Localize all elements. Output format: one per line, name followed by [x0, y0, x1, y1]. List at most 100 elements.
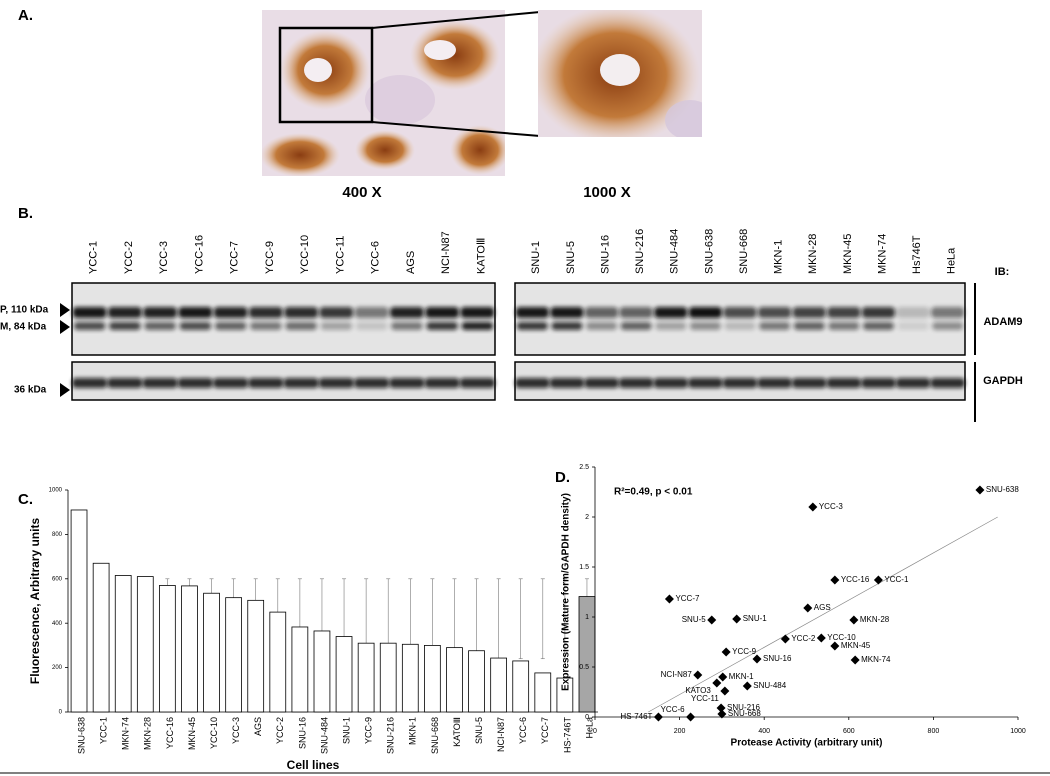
point-label: MKN-28: [860, 615, 890, 624]
x-tick-label: SNU-16: [297, 717, 307, 749]
band: [724, 322, 756, 330]
bar: [92, 562, 110, 713]
bar: [357, 642, 375, 713]
band: [688, 378, 723, 388]
band: [107, 378, 143, 388]
lane-label: SNU-484: [669, 229, 681, 274]
point-label: AGS: [814, 603, 831, 612]
x-tick-label: YCC-7: [540, 717, 550, 744]
x-axis-label: Cell lines: [287, 758, 340, 772]
band: [213, 307, 248, 318]
point: [707, 615, 717, 625]
bar: [203, 592, 220, 713]
y-tick-label: 0: [585, 714, 589, 721]
band: [585, 322, 618, 330]
micrograph-400x: [262, 10, 505, 176]
lane-label: YCC-9: [264, 241, 276, 274]
ib-label: IB:: [995, 266, 1010, 278]
bar: [490, 657, 507, 713]
lane-label: SNU-638: [703, 229, 715, 274]
lane-label: Hs746T: [911, 235, 923, 274]
point: [653, 712, 663, 722]
band: [213, 378, 249, 388]
x-tick-label: NCI-N87: [496, 717, 506, 752]
point: [717, 709, 727, 719]
y-tick-label: 1: [585, 614, 589, 621]
x-tick-label: HeLa: [584, 717, 594, 739]
x-tick-label: 800: [928, 728, 940, 735]
point-label: MKN-1: [729, 672, 754, 681]
band: [655, 322, 687, 330]
x-tick-label: YCC-16: [165, 717, 175, 749]
point-label: SNU-668: [728, 709, 761, 718]
band: [897, 322, 929, 330]
x-tick-label: 1000: [1010, 728, 1026, 735]
lane-label: YCC-6: [370, 241, 382, 274]
panel-label: A.: [18, 7, 33, 24]
y-tick-label: 800: [52, 532, 63, 538]
band: [826, 378, 862, 388]
band: [109, 322, 141, 330]
lane-label: MKN-45: [842, 234, 854, 274]
band: [861, 307, 896, 318]
band: [285, 322, 317, 330]
x-tick-label: YCC-2: [275, 717, 285, 744]
band: [425, 307, 460, 318]
micrograph-1000x: [538, 10, 702, 137]
blot-frame: [71, 282, 496, 356]
y-tick-label: 1.5: [579, 564, 589, 571]
lane-label: YCC-7: [229, 241, 241, 274]
bar: [313, 630, 331, 713]
band: [354, 307, 389, 318]
bar: [424, 645, 441, 713]
point: [830, 641, 840, 651]
band: [757, 378, 792, 388]
band: [284, 307, 319, 318]
point: [873, 575, 883, 585]
x-tick-label: MKN-28: [143, 717, 153, 750]
lane-label: YCC-10: [299, 235, 311, 274]
bar: [114, 575, 132, 713]
band: [722, 378, 758, 388]
panel-label: D.: [555, 469, 570, 486]
band: [619, 307, 653, 318]
band: [618, 378, 654, 388]
band: [862, 322, 895, 330]
caption: 1000 X: [583, 184, 631, 201]
lane-label: MKN-74: [876, 234, 888, 274]
point-label: YCC-3: [819, 502, 844, 511]
point-label: SNU-1: [743, 614, 768, 623]
point-label: YCC-1: [884, 575, 909, 584]
x-axis-label: Protease Activity (arbitrary unit): [731, 738, 883, 749]
band: [654, 307, 688, 318]
band: [792, 307, 826, 318]
bar: [468, 650, 485, 713]
y-tick-label: 2.5: [579, 464, 589, 471]
point: [721, 647, 731, 657]
band: [584, 307, 619, 318]
x-tick-label: SNU-216: [386, 717, 396, 754]
x-tick-label: 0: [593, 728, 597, 735]
panel-label: B.: [18, 205, 33, 222]
lane-label: YCC-11: [334, 236, 346, 274]
band: [515, 307, 549, 318]
x-tick-label: MKN-45: [187, 717, 197, 750]
bar: [136, 576, 154, 713]
band: [250, 322, 282, 330]
western-blots: YCC-1 YCC-2 YCC-3 YCC-16 YCC-7 YCC-9 YCC-10 YCC…: [71, 229, 966, 401]
band: [318, 378, 354, 388]
y-tick-label: 200: [52, 665, 63, 671]
x-tick-label: YCC-6: [518, 717, 528, 744]
antibody-label: GAPDH: [983, 375, 1023, 387]
point: [712, 678, 722, 688]
band: [391, 322, 423, 330]
bar: [225, 597, 242, 713]
x-tick-label: YCC-3: [231, 717, 241, 744]
point: [664, 594, 674, 604]
lane-label: YCC-2: [123, 241, 135, 274]
point-label: MKN-74: [861, 655, 891, 664]
band: [424, 378, 460, 388]
marker-arrow: [60, 383, 70, 397]
band: [461, 322, 494, 330]
band: [896, 307, 930, 318]
